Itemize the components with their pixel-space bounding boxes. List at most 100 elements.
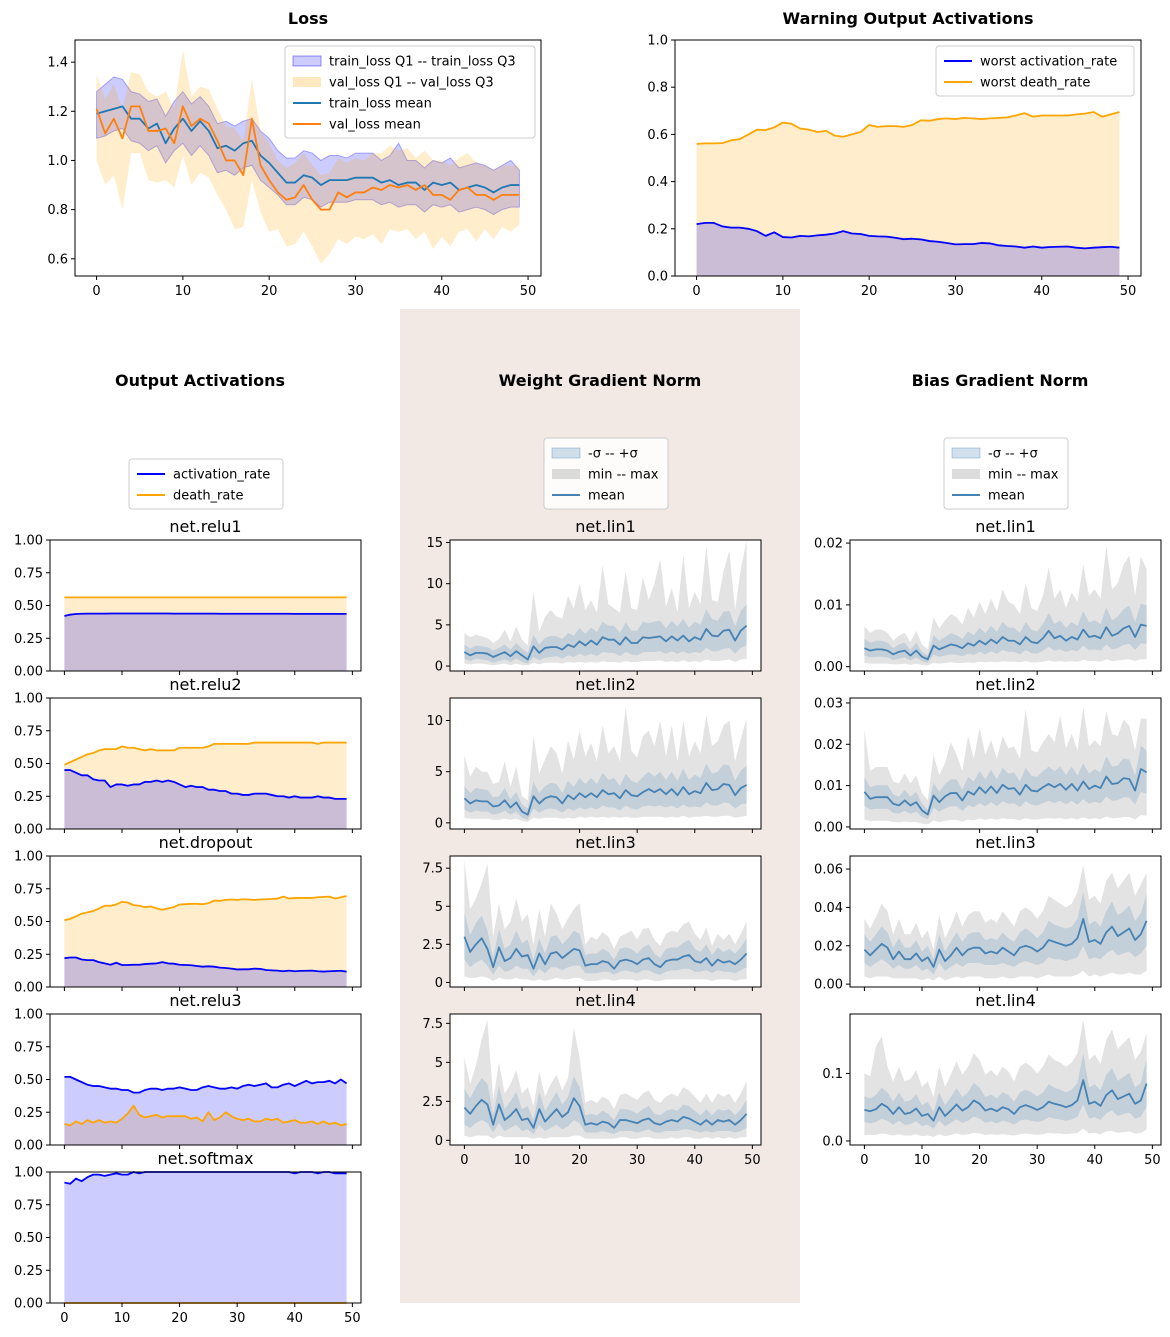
x-tick-label: 30 [1029, 1153, 1046, 1168]
axes-frame [449, 697, 762, 830]
y-tick-label: 5 [435, 900, 443, 915]
x-tick-label: 10 [775, 284, 792, 299]
bias-gradient-panel-net.lin2: 0.00 0.01 0.02 0.03 [814, 696, 1162, 835]
y-tick-label: 0.03 [814, 696, 843, 711]
axes-frame [449, 1013, 762, 1146]
y-tick-label: 1.2 [47, 105, 68, 120]
x-tick-label: 50 [344, 1311, 361, 1326]
output-panel-net.relu3: 0.00 0.25 0.50 0.75 1.00 [14, 1008, 362, 1154]
y-tick-label: 2.5 [422, 938, 443, 953]
y-tick-label: 0.4 [647, 175, 668, 190]
legend-swatch [952, 469, 980, 479]
legend-swatch [951, 447, 981, 459]
y-tick-label: 0 [435, 660, 443, 675]
x-tick-label: 20 [261, 284, 278, 299]
x-tick-label: 10 [514, 1153, 531, 1168]
x-tick-label: 0 [60, 1311, 68, 1326]
x-tick-label: 40 [1033, 284, 1050, 299]
worst-death-rate-line [696, 111, 1120, 145]
y-tick-label: 0.02 [814, 738, 843, 753]
plot-area [50, 698, 361, 829]
plot-area [450, 540, 761, 671]
legend-swatch [292, 55, 322, 67]
y-tick-label: 0.50 [14, 1073, 43, 1088]
x-tick-label: 10 [914, 1153, 931, 1168]
panel-title: net.relu1 [169, 517, 241, 536]
panel-title: net.lin4 [575, 991, 636, 1010]
mean-line [463, 1097, 748, 1129]
y-tick-label: 0 [435, 816, 443, 831]
axes-frame [849, 539, 1162, 672]
output-panel-net.dropout: 0.00 0.25 0.50 0.75 1.00 [14, 850, 362, 996]
activation-rate-line [64, 769, 347, 800]
plot-area [850, 856, 1161, 987]
x-tick-label: 20 [171, 1311, 188, 1326]
y-tick-label: 7.5 [422, 862, 443, 877]
output-panel-net.relu1: 0.00 0.25 0.50 0.75 1.00 [14, 534, 362, 680]
x-tick-label: 50 [1144, 1153, 1161, 1168]
y-tick-label: 0.8 [647, 81, 668, 96]
x-tick-label: 50 [744, 1153, 761, 1168]
x-tick-label: 30 [347, 284, 364, 299]
weight-gradient-title: Weight Gradient Norm [499, 371, 702, 390]
legend-label: min -- max [588, 468, 659, 483]
activation-rate-line [64, 1075, 348, 1094]
x-tick-label: 30 [947, 284, 964, 299]
val-loss-mean-line [95, 105, 520, 211]
x-tick-label: 20 [571, 1153, 588, 1168]
weight-gradient-panel-net.lin1: 0 5 10 15 [426, 536, 762, 675]
activation-rate-line [64, 612, 347, 617]
min-max-band [864, 707, 1147, 825]
legend-label: -σ -- +σ [588, 447, 638, 462]
sigma-band [864, 603, 1147, 663]
legend-label: train_loss Q1 -- train_loss Q3 [329, 55, 516, 70]
output-activations-title: Output Activations [115, 371, 285, 390]
mean-line [864, 623, 1147, 661]
panel-title: net.lin4 [975, 991, 1036, 1010]
death-rate-line [64, 895, 347, 922]
legend-label: mean [588, 489, 625, 504]
y-tick-label: 0.25 [14, 948, 43, 963]
y-tick-label: 0.02 [814, 939, 843, 954]
y-tick-label: 2.5 [422, 1095, 443, 1110]
legend-box [284, 45, 536, 139]
y-tick-label: 0.25 [14, 790, 43, 805]
worst-activation-rate-line [696, 222, 1120, 250]
y-tick-label: 0.50 [14, 599, 43, 614]
bias-gradient-panel-net.lin1: 0.00 0.01 0.02 [814, 537, 1162, 675]
y-tick-label: 10 [426, 577, 443, 592]
legend-label: -σ -- +σ [988, 447, 1038, 462]
warning-title: Warning Output Activations [782, 9, 1033, 28]
activation-rate-line [64, 956, 347, 973]
x-tick-label: 30 [229, 1311, 246, 1326]
panel-title: net.lin2 [975, 675, 1036, 694]
legend-swatch [552, 469, 580, 479]
y-tick-label: 0.75 [14, 1198, 43, 1213]
panel-title: net.lin3 [975, 833, 1036, 852]
y-tick-label: 1.00 [14, 1166, 43, 1181]
death-rate-line [64, 741, 347, 766]
legend-label: worst death_rate [980, 76, 1090, 91]
y-tick-label: 0.75 [14, 566, 43, 581]
output-panel-net.relu2: 0.00 0.25 0.50 0.75 1.00 [14, 692, 362, 838]
legend-label: val_loss mean [329, 118, 421, 133]
sigma-band [864, 892, 1147, 975]
axes-frame [849, 697, 1162, 830]
min-max-band [864, 1019, 1147, 1137]
y-tick-label: 1.0 [47, 154, 68, 169]
legend-label: death_rate [173, 489, 243, 504]
plot-area [850, 698, 1161, 829]
y-tick-label: 5 [435, 765, 443, 780]
axes-frame [674, 39, 1142, 277]
y-tick-label: 0.1 [822, 1067, 843, 1082]
panel-title: net.lin1 [575, 517, 636, 536]
sigma-band [864, 1053, 1147, 1129]
y-tick-label: 0.00 [814, 978, 843, 993]
bias-gradient-legend: -σ -- +σ min -- max mean [943, 437, 1069, 510]
panel-title: net.lin3 [575, 833, 636, 852]
plot-area [50, 1014, 361, 1145]
bias-gradient-panel-net.lin3: 0.00 0.02 0.04 0.06 [814, 855, 1162, 993]
weight-gradient-panel-net.lin3: 0 2.5 5 7.5 [422, 855, 762, 991]
